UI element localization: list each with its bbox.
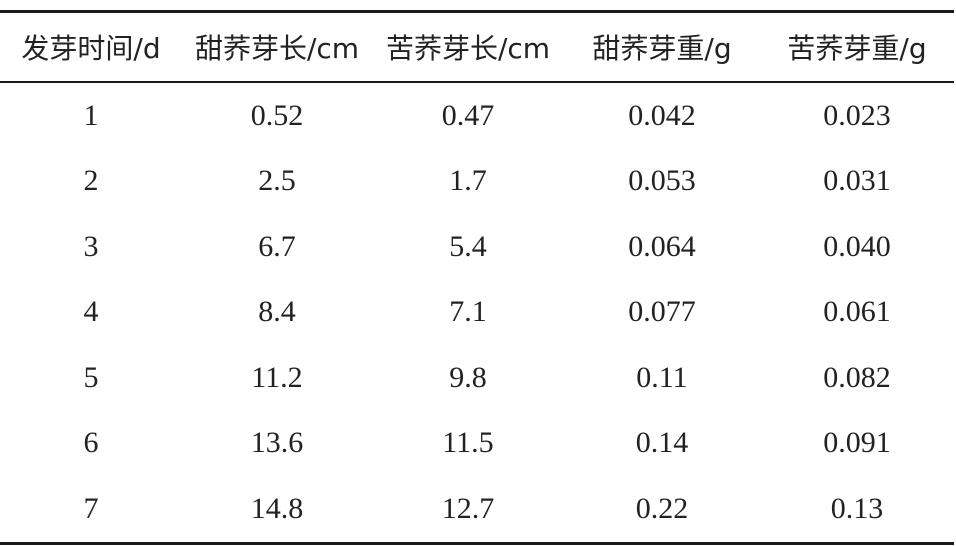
cell-sweet-weight: 0.11 — [636, 360, 688, 394]
cell-tartary-weight: 0.091 — [823, 426, 891, 460]
germination-data-table: 发芽时间/d 甜荞芽长/cm 苦荞芽长/cm 甜荞芽重/g 苦荞芽重/g 1 0… — [0, 10, 954, 545]
cell-sweet-weight: 0.064 — [628, 229, 696, 263]
cell-sweet-length: 0.52 — [250, 98, 304, 132]
header-row: 发芽时间/d 甜荞芽长/cm 苦荞芽长/cm 甜荞芽重/g 苦荞芽重/g — [0, 11, 954, 82]
header-germination-time: 发芽时间/d — [21, 32, 161, 65]
cell-tartary-weight: 0.13 — [830, 491, 884, 525]
cell-day: 2 — [83, 164, 99, 198]
header-tartary-buckwheat-sprout-weight: 苦荞芽重/g — [787, 32, 927, 65]
table-row: 3 6.7 5.4 0.064 0.040 — [0, 214, 954, 280]
header-sweet-buckwheat-sprout-length: 甜荞芽长/cm — [194, 32, 360, 65]
cell-tartary-length: 1.7 — [449, 164, 487, 198]
cell-tartary-length: 0.47 — [441, 98, 495, 132]
cell-sweet-weight: 0.077 — [628, 295, 696, 329]
table-body: 1 0.52 0.47 0.042 0.023 2 2.5 1.7 0.053 … — [0, 82, 954, 543]
cell-tartary-length: 11.5 — [442, 426, 494, 460]
cell-day: 6 — [83, 426, 99, 460]
cell-tartary-length: 7.1 — [449, 295, 487, 329]
cell-sweet-weight: 0.042 — [628, 98, 696, 132]
cell-sweet-length: 8.4 — [258, 295, 296, 329]
cell-day: 5 — [83, 360, 99, 394]
cell-tartary-length: 5.4 — [449, 229, 487, 263]
cell-day: 3 — [83, 229, 99, 263]
cell-day: 4 — [83, 295, 99, 329]
table-row: 7 14.8 12.7 0.22 0.13 — [0, 476, 954, 543]
cell-tartary-weight: 0.031 — [823, 164, 891, 198]
data-table-container: 发芽时间/d 甜荞芽长/cm 苦荞芽长/cm 甜荞芽重/g 苦荞芽重/g 1 0… — [0, 10, 954, 545]
cell-day: 7 — [83, 491, 99, 525]
cell-sweet-length: 2.5 — [258, 164, 296, 198]
cell-sweet-length: 11.2 — [251, 360, 303, 394]
table-row: 6 13.6 11.5 0.14 0.091 — [0, 411, 954, 477]
table-row: 1 0.52 0.47 0.042 0.023 — [0, 82, 954, 149]
cell-sweet-weight: 0.14 — [635, 426, 689, 460]
cell-tartary-weight: 0.023 — [823, 98, 891, 132]
table-header: 发芽时间/d 甜荞芽长/cm 苦荞芽长/cm 甜荞芽重/g 苦荞芽重/g — [0, 11, 954, 82]
cell-day: 1 — [83, 98, 99, 132]
table-row: 2 2.5 1.7 0.053 0.031 — [0, 149, 954, 215]
cell-tartary-length: 12.7 — [441, 491, 495, 525]
cell-sweet-weight: 0.053 — [628, 164, 696, 198]
table-row: 5 11.2 9.8 0.11 0.082 — [0, 345, 954, 411]
table-row: 4 8.4 7.1 0.077 0.061 — [0, 280, 954, 346]
cell-tartary-length: 9.8 — [449, 360, 487, 394]
cell-tartary-weight: 0.040 — [823, 229, 891, 263]
cell-tartary-weight: 0.082 — [823, 360, 891, 394]
cell-sweet-length: 13.6 — [250, 426, 304, 460]
cell-sweet-length: 6.7 — [258, 229, 296, 263]
cell-sweet-weight: 0.22 — [635, 491, 689, 525]
header-sweet-buckwheat-sprout-weight: 甜荞芽重/g — [592, 32, 732, 65]
cell-tartary-weight: 0.061 — [823, 295, 891, 329]
cell-sweet-length: 14.8 — [250, 491, 304, 525]
header-tartary-buckwheat-sprout-length: 苦荞芽长/cm — [385, 32, 551, 65]
